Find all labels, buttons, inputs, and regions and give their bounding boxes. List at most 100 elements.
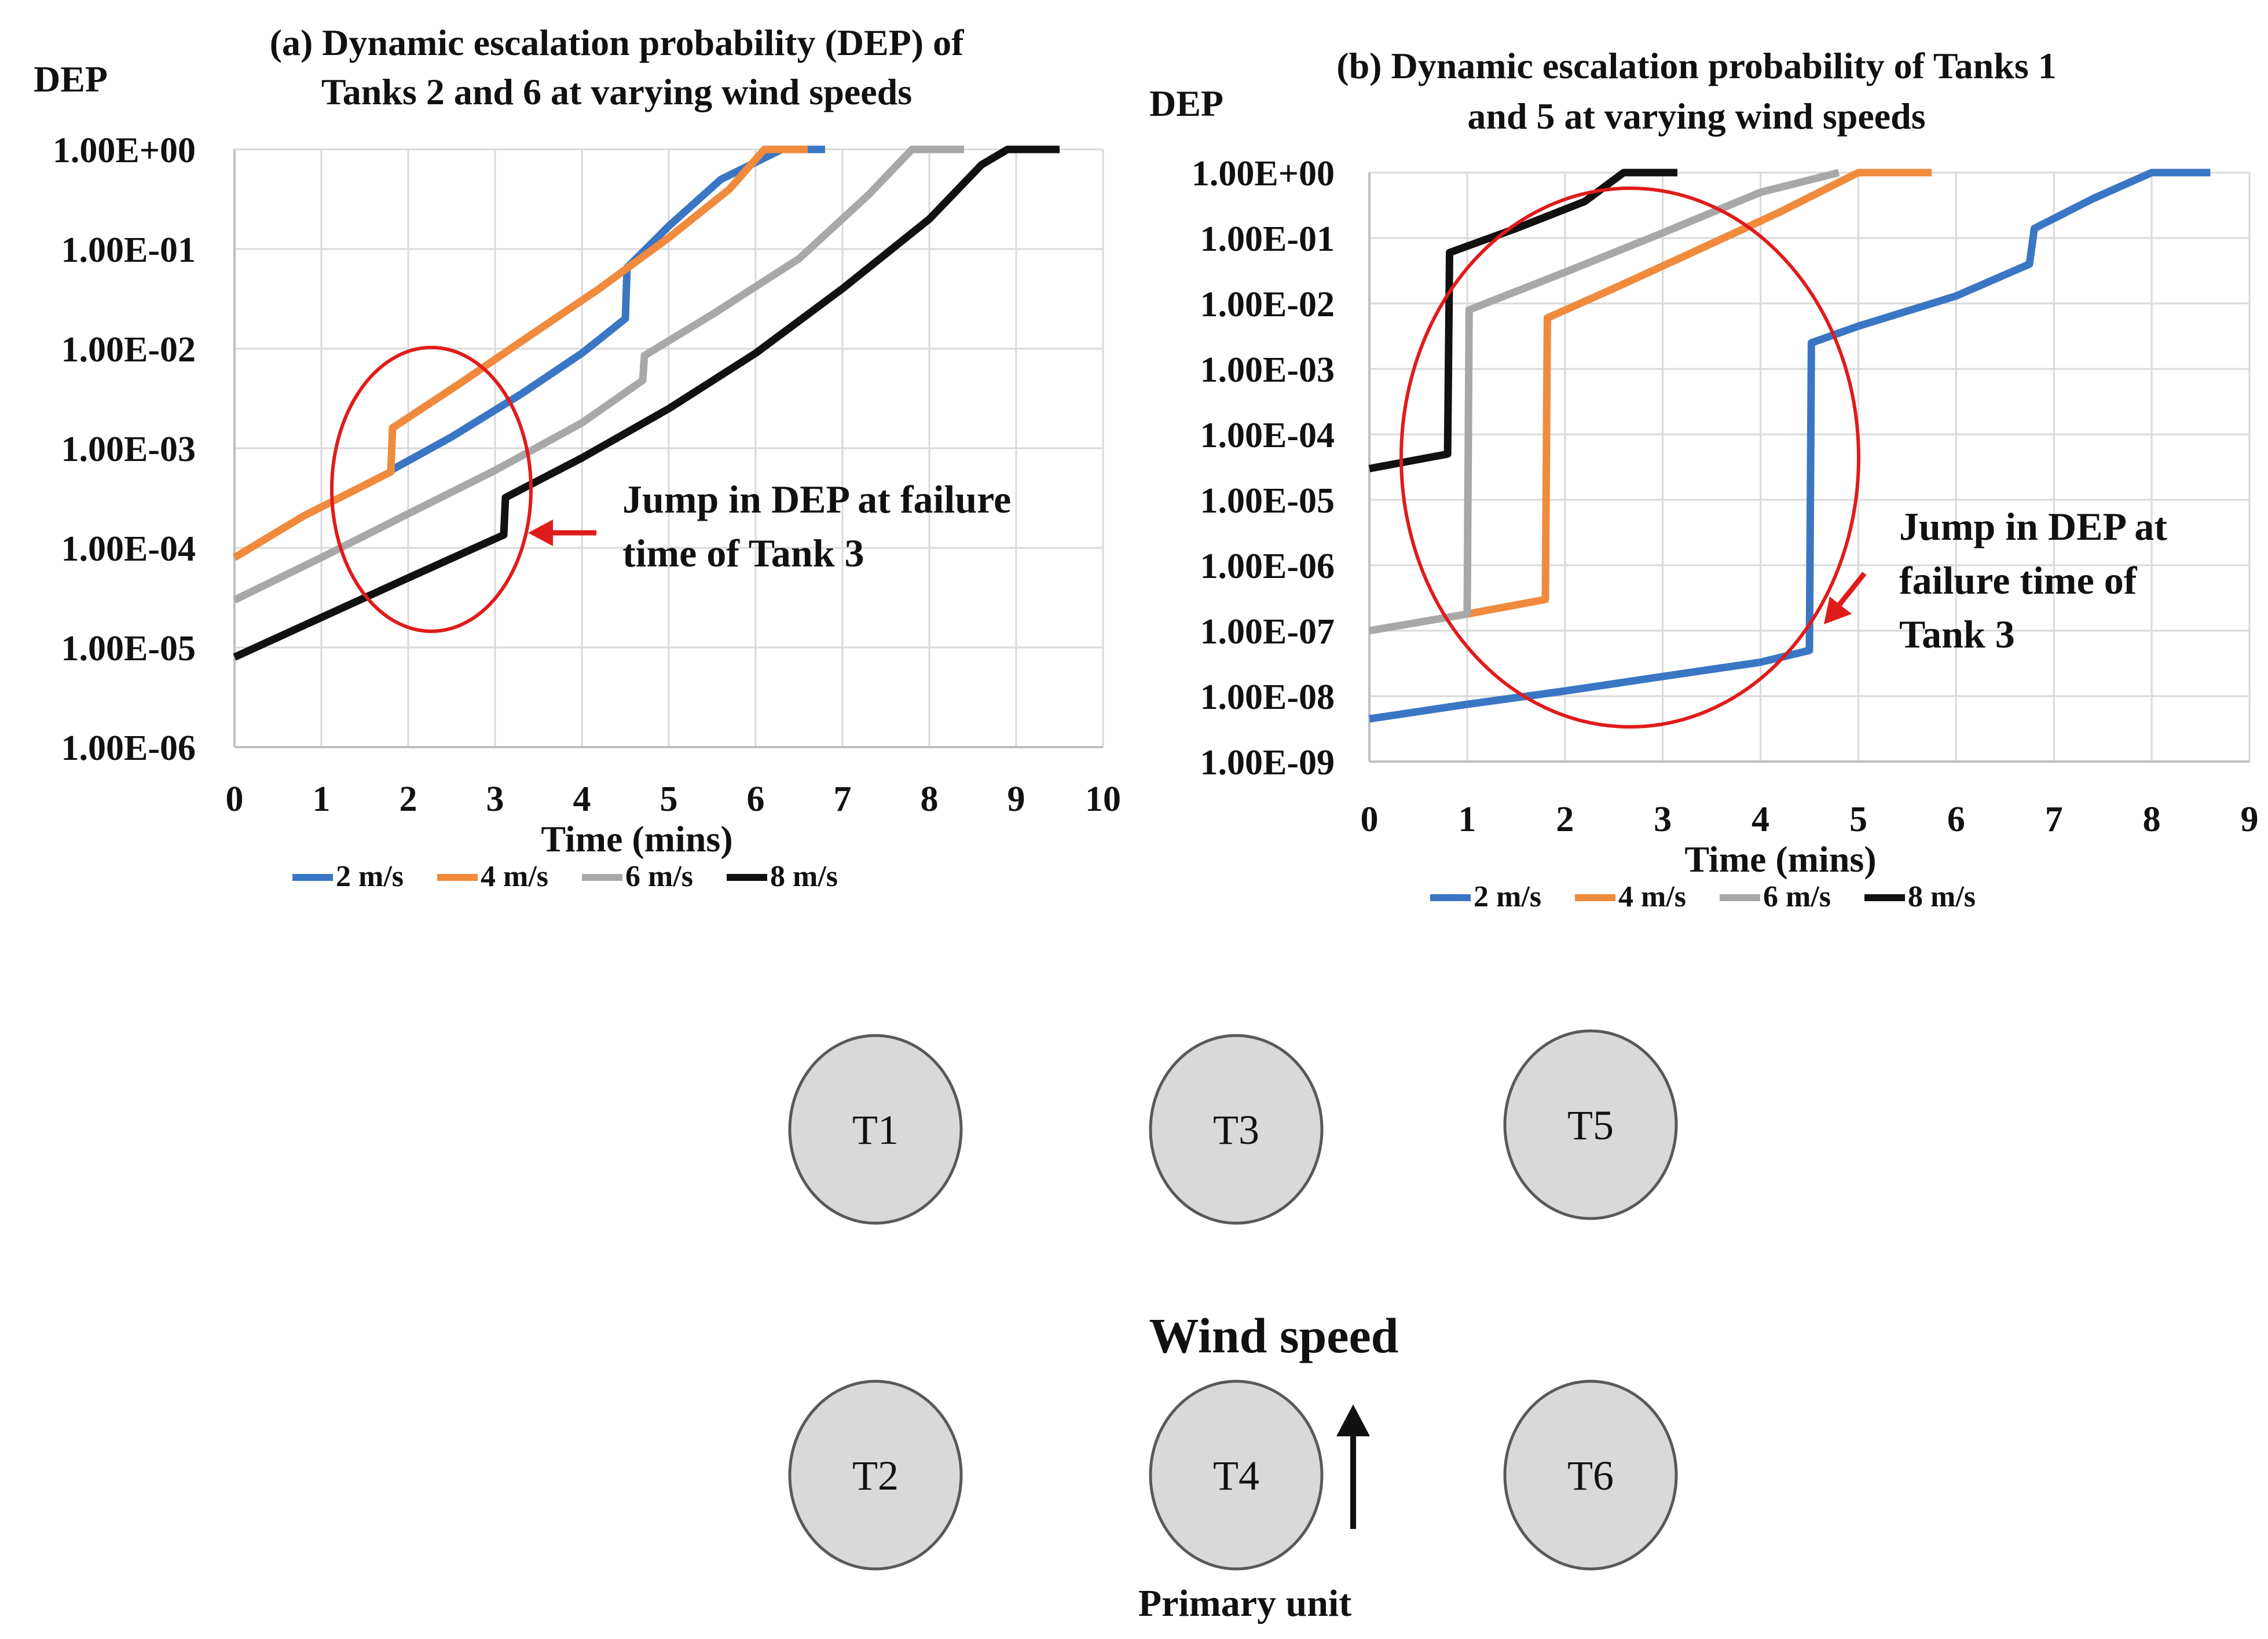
chart-a-series-line-3	[233, 145, 964, 603]
chart-b-y-tick-label: 1.00E-09	[1200, 743, 1335, 782]
chart-a-series	[232, 145, 1060, 661]
chart-b-y-tick-label: 1.00E-08	[1200, 678, 1335, 717]
chart-a-y-tick-label: 1.00E-05	[61, 629, 196, 668]
chart-a-x-tick-label: 6	[747, 780, 765, 819]
chart-a-y-tick-label: 1.00E-06	[61, 729, 196, 768]
chart-b-annotation-line1: Jump in DEP at	[1899, 504, 2167, 548]
tank-t2-label: T2	[852, 1453, 899, 1499]
chart-b-series	[1368, 169, 2211, 723]
chart-a-y-tick-label: 1.00E-01	[61, 231, 196, 270]
chart-b-x-tick-label: 3	[1654, 800, 1672, 839]
tank-t2: T2	[788, 1380, 963, 1571]
chart-b-title-line1: (b) Dynamic escalation probability of Ta…	[1336, 45, 2056, 86]
wind-direction-arrow-icon	[1336, 1404, 1370, 1529]
chart-b-x-tick-label: 9	[2241, 800, 2259, 839]
chart-b-legend-label-2: 4 m/s	[1618, 880, 1686, 913]
chart-b-legend: 2 m/s 4 m/s 6 m/s 8 m/s	[1430, 880, 1976, 913]
chart-a-title-line1: (a) Dynamic escalation probability (DEP)…	[270, 22, 964, 63]
chart-a-y-tick-label: 1.00E-04	[61, 529, 196, 569]
chart-b-annotation-line3: Tank 3	[1899, 612, 2015, 656]
chart-a-legend-label-1: 2 m/s	[336, 860, 404, 893]
tank-t1: T1	[788, 1034, 963, 1225]
chart-b-series-line-1	[1369, 169, 2211, 723]
chart-b-series-line-3	[1368, 169, 1840, 635]
chart-a-x-ticks: 0 1 2 3 4 5 6 7 8 9 10	[226, 780, 1122, 819]
chart-a: (a) Dynamic escalation probability (DEP)…	[34, 22, 1121, 893]
tank-t3-label: T3	[1213, 1107, 1259, 1153]
chart-b-y-tick-label: 1.00E-02	[1200, 285, 1335, 324]
chart-a-x-tick-label: 4	[573, 780, 591, 819]
chart-b-ylabel: DEP	[1149, 83, 1223, 124]
chart-b-x-ticks: 0 1 2 3 4 5 6 7 8 9	[1361, 800, 2259, 839]
chart-b-y-tick-label: 1.00E-06	[1200, 547, 1335, 586]
tank-t5: T5	[1503, 1029, 1678, 1220]
chart-a-grid	[233, 148, 1104, 748]
chart-b-x-tick-label: 4	[1752, 800, 1769, 839]
chart-a-legend-label-3: 6 m/s	[625, 860, 693, 893]
wind-speed-label: Wind speed	[1149, 1308, 1399, 1363]
chart-b-legend-label-4: 8 m/s	[1908, 880, 1976, 913]
chart-a-x-tick-label: 3	[486, 780, 504, 819]
chart-a-axes	[233, 149, 1103, 748]
chart-b-title-line2: and 5 at varying wind speeds	[1467, 96, 1925, 137]
chart-b-x-tick-label: 6	[1947, 800, 1965, 839]
chart-a-legend-label-2: 4 m/s	[481, 860, 548, 893]
chart-a-series-line-1	[389, 145, 825, 474]
chart-a-legend-label-4: 8 m/s	[770, 860, 838, 893]
chart-b-y-tick-label: 1.00E-03	[1200, 350, 1335, 390]
chart-a-title-line2: Tanks 2 and 6 at varying wind speeds	[321, 71, 912, 112]
chart-b-x-tick-label: 2	[1556, 800, 1574, 839]
tank-t3: T3	[1149, 1034, 1324, 1225]
chart-a-y-tick-label: 1.00E+00	[53, 131, 196, 170]
chart-b-legend-label-3: 6 m/s	[1763, 880, 1831, 913]
tank-t6: T6	[1503, 1380, 1678, 1571]
chart-b-x-tick-label: 5	[1849, 800, 1867, 839]
chart-a-x-tick-label: 0	[226, 780, 244, 819]
chart-a-x-tick-label: 9	[1007, 780, 1025, 819]
chart-a-y-tick-label: 1.00E-03	[61, 430, 196, 469]
chart-a-annotation-line1: Jump in DEP at failure	[622, 477, 1011, 521]
chart-b-series-line-4	[1368, 169, 1677, 473]
tank-t1-label: T1	[852, 1107, 899, 1153]
chart-a-y-ticks: 1.00E-06 1.00E-05 1.00E-04 1.00E-03 1.00E-02…	[53, 131, 196, 768]
chart-b-xlabel: Time (mins)	[1684, 839, 1876, 880]
chart-a-x-tick-label: 8	[921, 780, 939, 819]
chart-b-highlight-ellipse	[1399, 186, 1860, 729]
chart-b-y-tick-label: 1.00E-07	[1200, 612, 1335, 652]
chart-b-y-ticks: 1.00E-09 1.00E-08 1.00E-07 1.00E-06 1.00E-05…	[1192, 154, 1335, 782]
chart-b-x-tick-label: 7	[2045, 800, 2063, 839]
primary-unit-label: Primary unit	[1138, 1582, 1351, 1625]
chart-a-highlight-ellipse	[330, 346, 533, 633]
chart-b-annotation-line2: failure time of	[1899, 558, 2138, 602]
chart-a-ylabel: DEP	[34, 58, 108, 100]
chart-a-x-tick-label: 2	[400, 780, 417, 819]
chart-b-y-tick-label: 1.00E-05	[1200, 481, 1335, 521]
tank-t5-label: T5	[1567, 1102, 1614, 1148]
chart-b-legend-label-1: 2 m/s	[1474, 880, 1541, 913]
chart-a-x-tick-label: 7	[834, 780, 852, 819]
chart-b-x-tick-label: 1	[1458, 800, 1476, 839]
chart-b-annotation-arrow	[1824, 572, 1867, 624]
tank-t6-label: T6	[1567, 1453, 1614, 1499]
chart-b-x-tick-label: 0	[1361, 800, 1379, 839]
chart-a-xlabel: Time (mins)	[541, 818, 732, 859]
chart-a-series-line-2	[232, 145, 808, 561]
chart-a-annotation-arrow	[528, 519, 596, 546]
chart-b-series-line-2	[1466, 169, 1932, 618]
chart-a-annotation-line2: time of Tank 3	[622, 531, 864, 575]
chart-a-x-tick-label: 5	[660, 780, 678, 819]
tank-t4: T4	[1149, 1380, 1324, 1571]
chart-a-series-line-4	[233, 145, 1060, 661]
chart-b-y-tick-label: 1.00E+00	[1192, 154, 1335, 193]
chart-b-y-tick-label: 1.00E-04	[1200, 416, 1335, 455]
chart-b-y-tick-label: 1.00E-01	[1200, 219, 1335, 259]
tank-layout-diagram: T1 T3 T5 T2 T4 T6 Wind speed Primary uni…	[788, 1029, 1678, 1625]
chart-a-y-tick-label: 1.00E-02	[61, 330, 196, 369]
chart-b-x-tick-label: 8	[2143, 800, 2161, 839]
chart-a-x-tick-label: 1	[313, 780, 331, 819]
tank-t4-label: T4	[1213, 1453, 1259, 1499]
chart-a-legend: 2 m/s 4 m/s 6 m/s 8 m/s	[292, 860, 838, 893]
chart-b: (b) Dynamic escalation probability of Ta…	[1149, 45, 2259, 913]
chart-a-x-tick-label: 10	[1085, 780, 1121, 819]
